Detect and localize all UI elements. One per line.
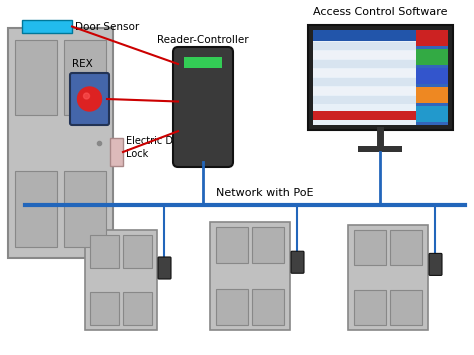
Bar [22,20,72,33]
Bar [354,230,386,265]
FancyBboxPatch shape [429,253,442,275]
Bar [313,87,416,95]
Text: Access Control Software: Access Control Software [313,7,448,17]
Bar [110,138,123,166]
Bar [313,96,416,104]
Bar [90,235,119,268]
Bar [416,49,448,65]
Text: Reader-Controller: Reader-Controller [157,35,249,45]
Bar [313,30,416,41]
Bar [123,235,152,268]
Circle shape [83,93,90,99]
Text: REX: REX [72,59,93,69]
Bar [252,228,284,263]
Bar [416,106,448,122]
Bar [184,57,222,68]
Bar [252,289,284,324]
Bar [8,28,113,258]
Bar [416,68,448,84]
Bar [15,171,57,246]
Bar [216,289,247,324]
Bar [64,171,106,246]
FancyBboxPatch shape [173,47,233,167]
Text: Network with PoE: Network with PoE [216,188,314,198]
Bar [391,290,422,325]
Bar [416,30,448,46]
Bar [313,69,416,77]
Bar [15,39,57,115]
Bar [90,292,119,325]
Bar [313,30,448,125]
Bar [216,228,247,263]
Bar [348,225,428,330]
Bar [313,51,416,59]
Bar [313,42,416,50]
Bar [313,78,416,86]
Circle shape [78,87,101,111]
Bar [123,292,152,325]
Bar [308,25,453,130]
Text: Electric Door
Lock: Electric Door Lock [126,136,189,159]
FancyBboxPatch shape [291,251,304,273]
Bar [354,290,386,325]
Bar [358,146,402,152]
Bar [85,230,157,330]
Bar [391,230,422,265]
Bar [313,60,416,68]
FancyBboxPatch shape [70,73,109,125]
Bar [313,111,416,120]
Bar [64,39,106,115]
Bar [210,222,290,330]
Bar [416,30,448,125]
Bar [416,87,448,103]
Text: Door Sensor: Door Sensor [75,22,139,32]
FancyBboxPatch shape [158,257,171,279]
